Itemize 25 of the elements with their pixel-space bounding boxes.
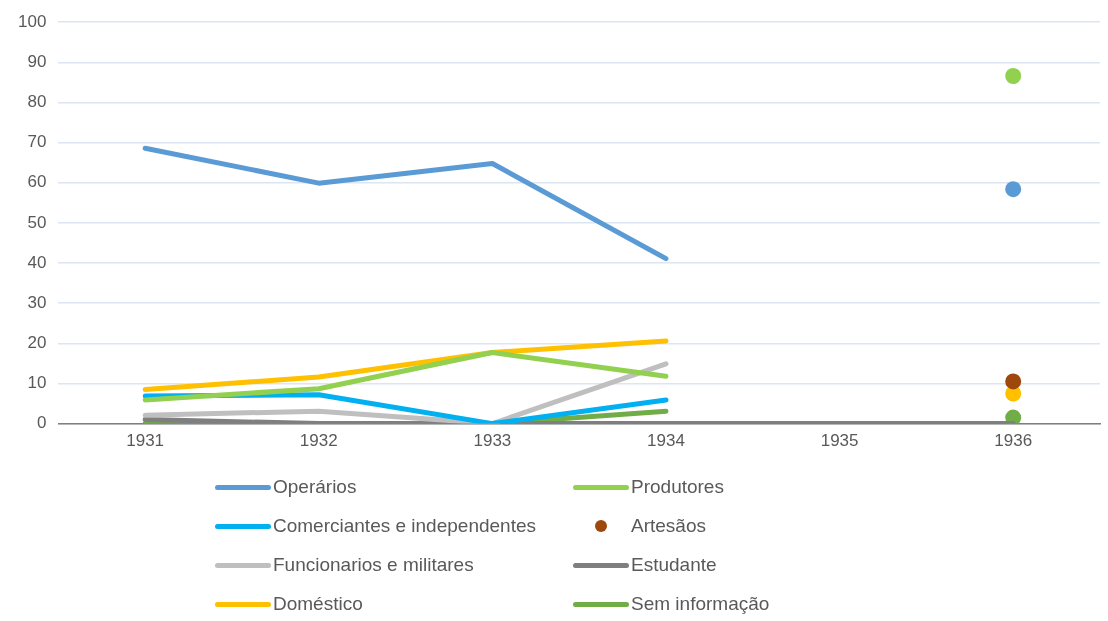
x-tick-label: 1931 — [126, 431, 165, 451]
y-tick-label: 40 — [27, 252, 47, 272]
legend-label: Doméstico — [273, 593, 363, 615]
legend-label: Funcionarios e militares — [273, 554, 474, 576]
legend-label: Comerciantes e independentes — [273, 515, 537, 537]
x-tick-label: 1935 — [820, 431, 859, 451]
x-tick-label: 1933 — [473, 431, 512, 451]
y-tick-label: 50 — [27, 212, 47, 232]
y-tick-label: 20 — [27, 333, 47, 353]
y-tick-label: 10 — [27, 373, 47, 393]
y-tick-label: 90 — [27, 52, 47, 72]
y-tick-label: 70 — [27, 132, 47, 152]
legend-label: Sem informação — [631, 593, 770, 615]
y-tick-label: 80 — [27, 92, 47, 112]
legend-label: Estudante — [631, 554, 717, 576]
legend-label: Produtores — [631, 476, 724, 498]
x-tick-label: 1936 — [994, 431, 1033, 451]
legend-label: Artesãos — [631, 515, 706, 537]
y-tick-label: 60 — [27, 172, 47, 192]
x-tick-label: 1932 — [299, 431, 338, 451]
y-tick-label: 100 — [17, 11, 47, 31]
y-tick-label: 30 — [27, 292, 47, 312]
x-tick-label: 1934 — [647, 431, 685, 451]
y-tick-label: 0 — [36, 413, 47, 433]
legend-label: Operários — [273, 476, 357, 498]
